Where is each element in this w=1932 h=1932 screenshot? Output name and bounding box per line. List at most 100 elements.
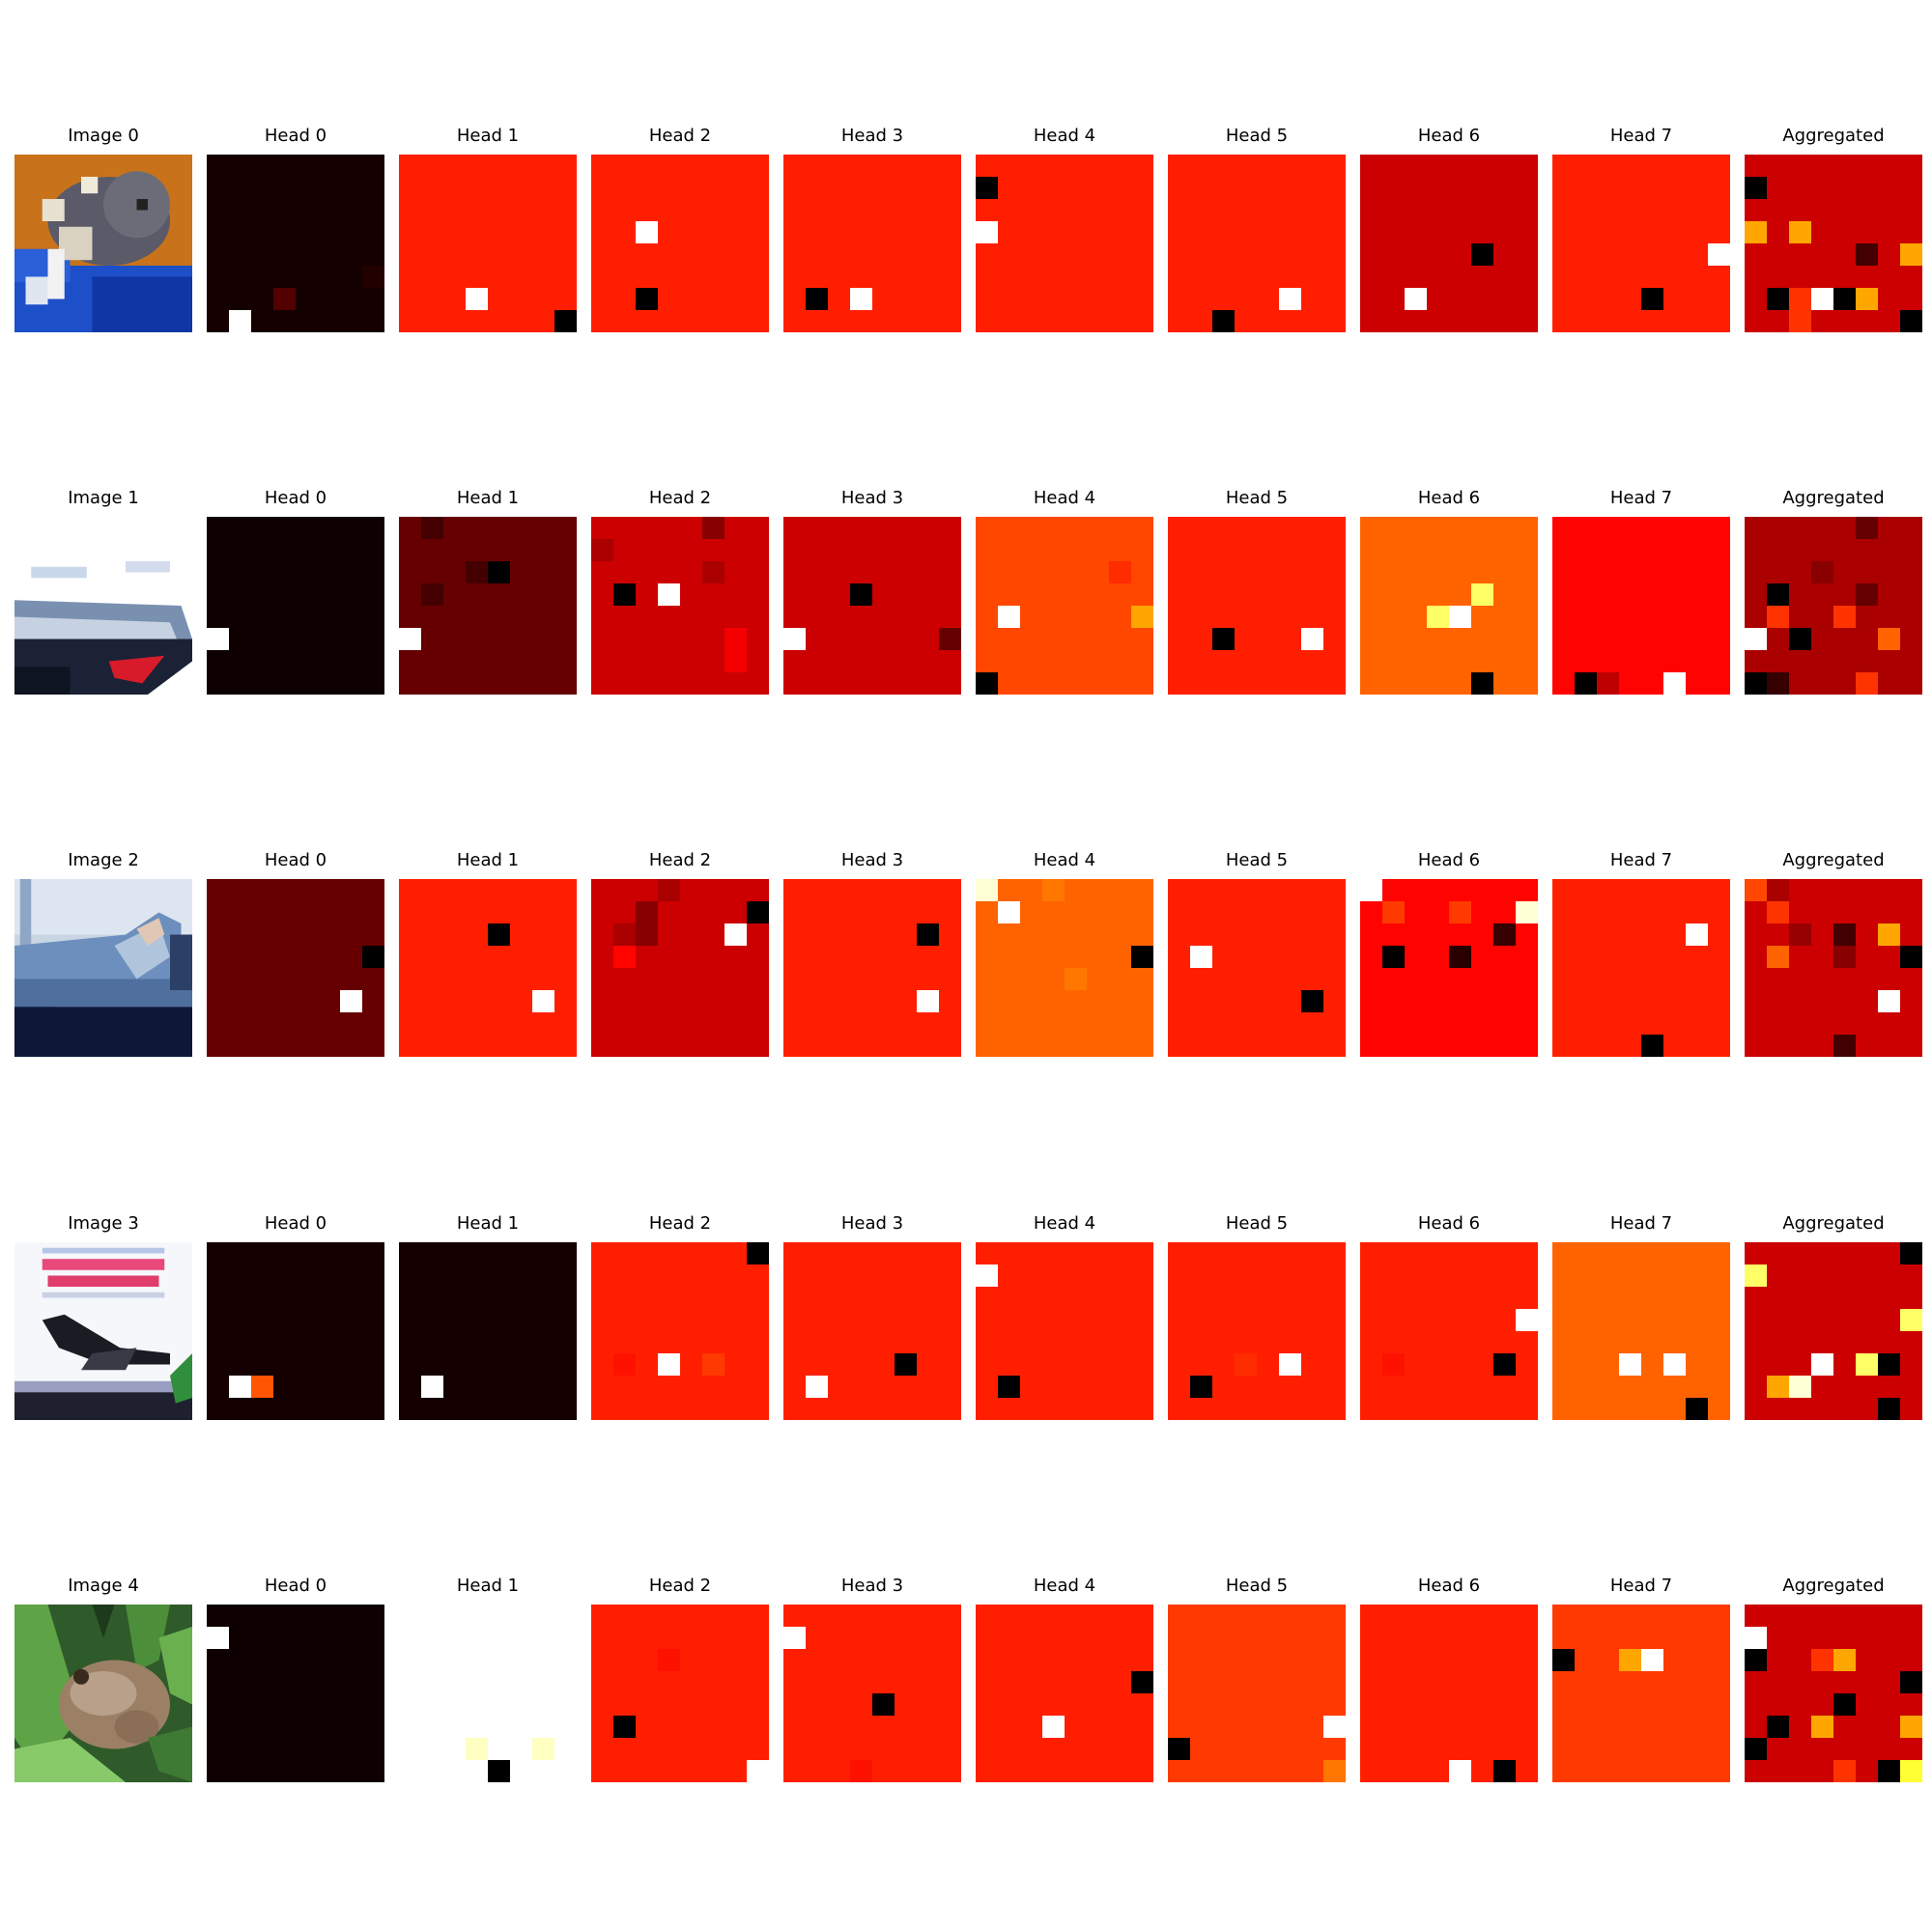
heatmap-cell <box>998 1398 1020 1420</box>
heatmap-cell <box>939 243 961 266</box>
heatmap-cell <box>318 1242 340 1264</box>
heatmap-cell <box>399 923 421 946</box>
heatmap-cell <box>1257 1287 1279 1309</box>
heatmap-cell <box>1168 1605 1190 1627</box>
heatmap-cell <box>1767 1309 1789 1331</box>
heatmap-cell <box>1552 1671 1575 1693</box>
heatmap-cell <box>1900 1398 1922 1420</box>
heatmap-cell <box>1745 155 1767 177</box>
heatmap-cell <box>1708 199 1730 221</box>
heatmap-cell <box>939 310 961 332</box>
heatmap-cell <box>702 221 724 243</box>
heatmap-cell <box>1087 628 1109 650</box>
heatmap-cell <box>466 266 488 288</box>
heatmap-cell <box>872 1242 895 1264</box>
heatmap-cell <box>783 923 806 946</box>
heatmap-cell <box>510 1331 532 1353</box>
heatmap-cell <box>1789 1693 1811 1716</box>
heatmap-cell <box>510 1649 532 1671</box>
heatmap-cell <box>806 1287 828 1309</box>
heatmap-cell <box>1257 243 1279 266</box>
heatmap-cell <box>1190 990 1212 1012</box>
heatmap-cell <box>680 901 702 923</box>
heatmap-cell <box>1190 879 1212 901</box>
heatmap-cell <box>806 1649 828 1671</box>
heatmap-cell <box>1301 1693 1323 1716</box>
heatmap-cell <box>1168 1242 1190 1264</box>
heatmap-cell <box>850 177 872 199</box>
panel-title: Head 3 <box>840 1213 904 1234</box>
heatmap-cell <box>532 1376 554 1398</box>
heatmap-cell <box>917 1760 939 1782</box>
heatmap-cell <box>747 1693 769 1716</box>
heatmap-cell <box>702 946 724 968</box>
heatmap-cell <box>1789 901 1811 923</box>
heatmap-cell <box>251 1331 273 1353</box>
heatmap-cell <box>939 990 961 1012</box>
heatmap-cell <box>1856 1627 1878 1649</box>
heatmap-cell <box>1767 1605 1789 1627</box>
heatmap-cell <box>1382 177 1405 199</box>
heatmap-cell <box>1257 606 1279 628</box>
heatmap-cell <box>895 1760 917 1782</box>
heatmap-cell <box>1745 879 1767 901</box>
heatmap-cell <box>1641 561 1663 583</box>
heatmap-cell <box>1449 923 1471 946</box>
heatmap-cell <box>1168 1738 1190 1760</box>
heatmap-cell <box>783 1242 806 1264</box>
heatmap-cell <box>1789 946 1811 968</box>
heatmap-cell <box>340 199 362 221</box>
heatmap-cell <box>1686 1264 1708 1287</box>
heatmap-cell <box>917 1309 939 1331</box>
heatmap-cell <box>747 990 769 1012</box>
heatmap-cell <box>1190 1353 1212 1376</box>
heatmap-cell <box>895 1012 917 1035</box>
attention-heatmap <box>399 879 577 1057</box>
heatmap-cell <box>1065 1376 1087 1398</box>
heatmap-cell <box>1212 266 1235 288</box>
heatmap-cell <box>318 517 340 539</box>
heatmap-cell <box>1641 1627 1663 1649</box>
heatmap-cell <box>1190 310 1212 332</box>
heatmap-cell <box>1087 650 1109 672</box>
heatmap-cell <box>1279 1035 1301 1057</box>
heatmap-cell <box>340 561 362 583</box>
heatmap-cell <box>591 606 613 628</box>
heatmap-cell <box>1686 177 1708 199</box>
heatmap-cell <box>998 1649 1020 1671</box>
heatmap-cell <box>1323 1649 1346 1671</box>
heatmap-cell <box>1663 1309 1686 1331</box>
heatmap-cell <box>1811 561 1833 583</box>
heatmap-cell <box>532 1035 554 1057</box>
heatmap-cell <box>1516 288 1538 310</box>
heatmap-cell <box>872 1287 895 1309</box>
heatmap-cell <box>747 561 769 583</box>
heatmap-cell <box>273 1649 296 1671</box>
heatmap-cell <box>1212 923 1235 946</box>
heatmap-cell <box>340 1627 362 1649</box>
heatmap-cell <box>1020 539 1042 561</box>
heatmap-cell <box>872 1760 895 1782</box>
heatmap-cell <box>939 1398 961 1420</box>
heatmap-cell <box>1131 1287 1153 1309</box>
heatmap-cell <box>613 199 636 221</box>
heatmap-cell <box>1767 288 1789 310</box>
heatmap-cell <box>1190 1309 1212 1331</box>
heatmap-cell <box>318 1309 340 1331</box>
heatmap-cell <box>1745 177 1767 199</box>
heatmap-cell <box>1168 1671 1190 1693</box>
heatmap-cell <box>1686 1716 1708 1738</box>
heatmap-cell <box>443 1264 466 1287</box>
heatmap-cell <box>362 583 384 606</box>
heatmap-cell <box>724 561 747 583</box>
heatmap-cell <box>1449 990 1471 1012</box>
heatmap-cell <box>1279 517 1301 539</box>
heatmap-cell <box>1856 310 1878 332</box>
heatmap-cell <box>466 1242 488 1264</box>
heatmap-cell <box>318 1627 340 1649</box>
heatmap-cell <box>939 221 961 243</box>
heatmap-cell <box>1552 628 1575 650</box>
heatmap-cell <box>1708 1035 1730 1057</box>
heatmap-cell <box>1449 1605 1471 1627</box>
heatmap-cell <box>747 1376 769 1398</box>
